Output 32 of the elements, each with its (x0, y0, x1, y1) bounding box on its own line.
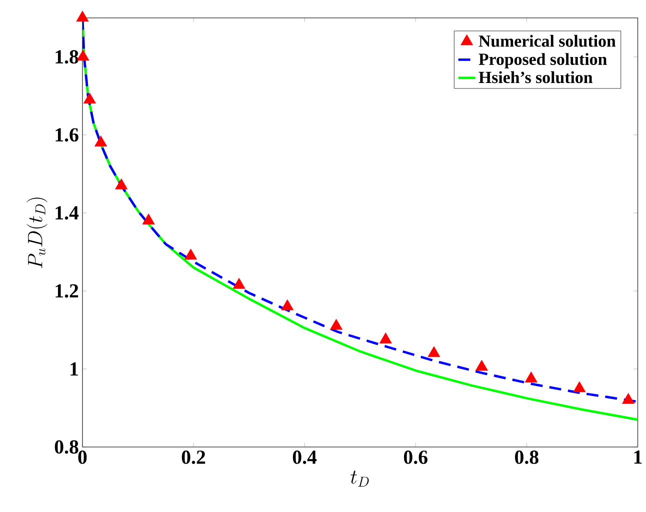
point (622, 393, 635, 404)
point (475, 360, 488, 371)
x-axis-title: $t_D$ (350, 470, 369, 487)
x-tick-label: 1 (634, 450, 642, 464)
point (573, 382, 586, 392)
y-tick-label: 1.2 (56, 284, 78, 298)
x-tick-label: 0.2 (182, 450, 206, 464)
point (281, 300, 294, 310)
y-axis-title: $P_uD(t_D)$ (26, 198, 48, 268)
x-tick-label: 0.4 (292, 450, 317, 464)
y-tick-label: 1.4 (56, 206, 79, 220)
legend-label: Hsieh’s solution (478, 71, 593, 84)
y-tick-label: 1.8 (56, 50, 78, 64)
legend-label: Proposed solution (478, 53, 607, 69)
x-tick-label: 0 (78, 450, 87, 464)
y-tick-label: 1 (70, 362, 78, 376)
point (83, 92, 96, 104)
point (524, 372, 538, 383)
point (428, 346, 440, 358)
point (115, 178, 128, 190)
point (94, 136, 107, 147)
point (379, 332, 392, 344)
legend-label: Numerical solution (478, 35, 616, 48)
x-tick-label: 0.8 (515, 450, 538, 464)
point (76, 10, 89, 22)
y-tick-label: 0.8 (54, 440, 78, 454)
point (232, 278, 246, 289)
point (184, 248, 197, 260)
y-tick-label: 1.6 (56, 128, 78, 142)
point (142, 214, 155, 225)
point (330, 319, 342, 330)
x-tick-label: 0.6 (404, 450, 428, 464)
